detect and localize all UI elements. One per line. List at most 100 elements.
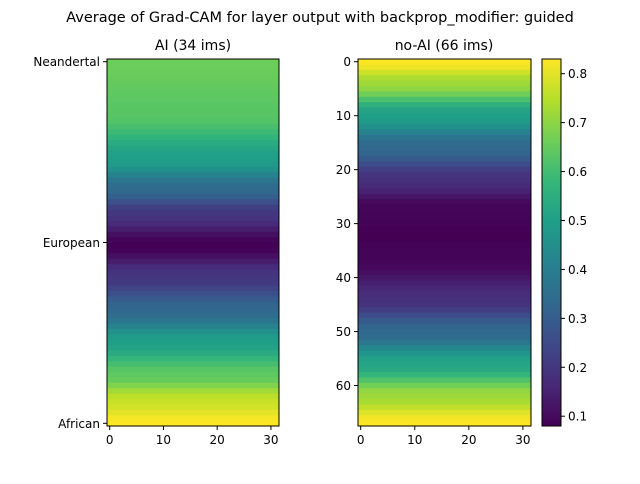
heatmap-row [107,145,279,152]
colorbar-tick-label: 0.8 [568,67,587,81]
heatmap-row [358,59,531,65]
heatmap-row [358,123,531,130]
heatmap-row [107,312,279,319]
x-tick-label: 0 [106,433,114,447]
heatmap-row [107,301,279,308]
heatmap-row [358,312,531,319]
x-axis-ai: 0 10 20 30 [106,426,279,447]
y-tick-label: 40 [336,271,351,285]
axes-frame-noai [357,58,532,427]
heatmap-row [107,361,279,368]
heatmap-row [358,393,531,400]
heatmap-row [358,420,531,427]
heatmap-row [107,123,279,130]
heatmap-row [107,242,279,249]
heatmap-row [358,409,531,416]
heatmap-row [107,280,279,287]
heatmap-row [358,156,531,163]
heatmap-row [107,323,279,330]
heatmap-row [107,366,279,373]
heatmap-row [358,242,531,249]
heatmap-row [107,161,279,168]
heatmap-row [107,75,279,82]
heatmap-row [358,102,531,109]
colorbar-frame [541,58,562,427]
heatmap-row [107,350,279,357]
heatmap-row [358,280,531,287]
heatmap-row [107,177,279,184]
colorbar: 0.1 0.2 0.3 0.4 0.5 0.6 0.7 0.8 [541,58,587,427]
heatmap-row [107,139,279,146]
x-tick-label: 10 [407,433,422,447]
colorbar-gradient [542,59,561,426]
heatmap-row [107,102,279,109]
heatmap-row [358,139,531,146]
heatmap-row [107,204,279,211]
heatmap-row [107,80,279,87]
heatmap-row [107,264,279,271]
heatmap-row [358,285,531,292]
heatmap-row [107,415,279,422]
heatmap-row [107,215,279,222]
heatmap-row [107,237,279,244]
heatmap-row [107,134,279,141]
heatmap-panel-noai: no-AI (66 ims) 0 10 20 30 40 50 60 0 10 20 30 [336,38,532,447]
heatmap-row [107,372,279,379]
heatmap-row [107,285,279,292]
y-tick-label: African [58,417,100,431]
heatmap-row [358,345,531,352]
heatmap-row [358,172,531,179]
heatmap-row [358,269,531,276]
heatmap-row [107,291,279,298]
y-tick-label: European [43,236,100,250]
y-tick-label: 50 [336,325,351,339]
heatmap-row [107,388,279,395]
panel-title-ai: AI (34 ims) [155,38,231,54]
figure-suptitle: Average of Grad-CAM for layer output wit… [66,10,574,26]
heatmap-row [358,188,531,195]
heatmap-row [107,183,279,190]
x-axis-noai: 0 10 20 30 [357,426,531,447]
heatmap-row [107,64,279,71]
heatmap-row [107,420,279,427]
heatmap-row [107,91,279,98]
heatmap-row [358,129,531,136]
heatmap-row [107,231,279,238]
heatmap-row [358,69,531,76]
heatmap-row [358,301,531,308]
heatmap-row [358,193,531,200]
heatmap-row [358,118,531,125]
heatmap-row [358,134,531,141]
y-tick-label: 10 [336,109,351,123]
heatmap-row [107,269,279,276]
colorbar-tick-label: 0.5 [568,214,587,228]
heatmap-row [358,204,531,211]
heatmap-row [107,393,279,400]
heatmap-row [358,339,531,346]
colorbar-ticks: 0.1 0.2 0.3 0.4 0.5 0.6 0.7 0.8 [561,67,587,424]
heatmap-row [358,328,531,335]
heatmap-row [358,112,531,119]
heatmap-row [358,318,531,325]
heatmap-row [107,339,279,346]
heatmap-row [358,85,531,92]
heatmap-row [358,247,531,254]
heatmap-row [358,64,531,71]
heatmap-cells-ai [107,59,279,427]
heatmap-row [358,399,531,406]
heatmap-row [358,91,531,98]
x-tick-label: 30 [515,433,530,447]
x-tick-label: 30 [263,433,278,447]
heatmap-row [107,404,279,411]
heatmap-row [358,355,531,362]
heatmap-row [107,296,279,303]
heatmap-row [358,75,531,82]
y-tick-label: 20 [336,163,351,177]
heatmap-row [107,69,279,76]
heatmap-row [107,382,279,389]
heatmap-row [358,161,531,168]
heatmap-row [107,199,279,206]
heatmap-row [358,96,531,103]
heatmap-row [358,377,531,384]
heatmap-row [107,96,279,103]
